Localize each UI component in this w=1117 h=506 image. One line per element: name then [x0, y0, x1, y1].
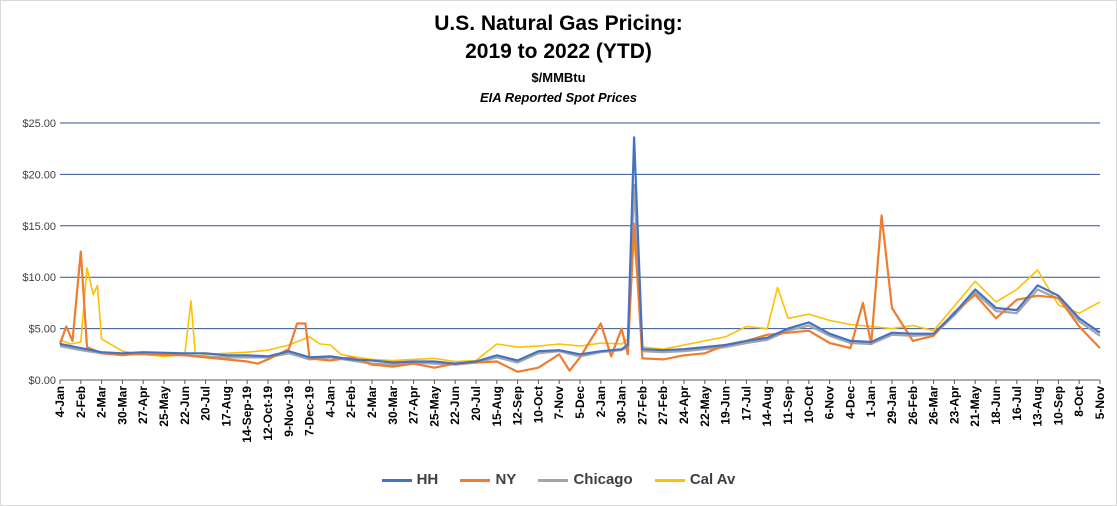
legend: HH NY Chicago Cal Av: [0, 471, 1117, 488]
x-tick-label: 25-May: [157, 386, 171, 427]
x-tick-label: 27-Feb: [656, 386, 670, 425]
x-tick-label: 14-Aug: [760, 386, 774, 427]
x-tick-label: 26-Feb: [906, 386, 920, 425]
legend-item-chicago: Chicago: [538, 471, 633, 488]
y-tick-label: $20.00: [22, 169, 56, 181]
y-tick-label: $25.00: [22, 118, 56, 130]
x-tick-label: 30-Mar: [386, 386, 400, 425]
x-tick-label: 7-Nov: [552, 386, 566, 420]
x-tick-label: 10-Sep: [1051, 386, 1065, 425]
x-tick-label: 12-Oct-19: [261, 386, 275, 441]
x-tick-label: 30-Mar: [115, 386, 129, 425]
x-tick-label: 27-Apr: [407, 386, 421, 424]
x-tick-label: 12-Sep: [511, 386, 525, 425]
x-tick-label: 22-Jun: [448, 386, 462, 425]
x-tick-label: 2-Feb: [344, 386, 358, 418]
x-tick-label: 4-Jan: [53, 386, 67, 417]
legend-swatch-hh: [381, 478, 412, 482]
x-tick-label: 15-Aug: [490, 386, 504, 427]
legend-item-cal-av: Cal Av: [654, 471, 736, 488]
legend-swatch-chicago: [538, 478, 569, 482]
chart-subtitle2: EIA Reported Spot Prices: [480, 90, 637, 105]
series-line-hh: [59, 136, 1101, 365]
x-tick-label: 6-Nov: [823, 386, 837, 420]
x-tick-label: 10-Oct: [531, 386, 545, 423]
x-tick-label: 26-Mar: [927, 386, 941, 425]
legend-swatch-cal-av: [654, 478, 685, 482]
x-tick-label: 9-Nov-19: [282, 386, 296, 437]
series-line-ny: [58, 214, 1101, 373]
legend-label-chicago: Chicago: [573, 471, 633, 488]
x-tick-label: 10-Oct: [802, 386, 816, 423]
chart-title: U.S. Natural Gas Pricing:: [434, 12, 683, 35]
x-tick-label: 2-Jan: [594, 386, 608, 417]
x-tick-label: 14-Sep-19: [240, 386, 254, 443]
x-tick-label: 2-Mar: [365, 386, 379, 418]
x-tick-label: 4-Jan: [323, 386, 337, 417]
series-line-cal-av: [59, 237, 1101, 363]
x-tick-label: 23-Apr: [947, 386, 961, 424]
x-tick-label: 13-Aug: [1031, 386, 1045, 427]
x-tick-label: 17-Aug: [219, 386, 233, 427]
legend-item-hh: HH: [381, 471, 439, 488]
x-tick-label: 25-May: [427, 386, 441, 427]
x-tick-label: 8-Oct: [1072, 386, 1086, 417]
x-tick-label: 18-Jun: [989, 386, 1003, 425]
x-tick-label: 16-Jul: [1010, 386, 1024, 421]
x-tick-label: 24-Apr: [677, 386, 691, 424]
legend-label-ny: NY: [495, 471, 517, 488]
x-tick-label: 20-Jul: [199, 386, 213, 421]
legend-item-ny: NY: [460, 471, 516, 488]
legend-label-hh: HH: [416, 471, 439, 488]
legend-label-cal-av: Cal Av: [689, 471, 736, 488]
x-tick-label: 22-Jun: [178, 386, 192, 425]
x-tick-label: 11-Sep: [781, 386, 795, 425]
y-tick-label: $10.00: [22, 272, 56, 284]
x-tick-label: 27-Apr: [136, 386, 150, 424]
x-tick-label: 5-Dec: [573, 386, 587, 419]
x-tick-label: 27-Feb: [635, 386, 649, 425]
x-tick-label: 7-Dec-19: [303, 386, 317, 436]
y-tick-label: $5.00: [28, 324, 56, 336]
chart-subtitle: $/MMBtu: [531, 70, 586, 85]
x-tick-label: 4-Dec: [843, 386, 857, 419]
y-tick-label: $15.00: [22, 221, 56, 233]
x-tick-label: 30-Jan: [615, 386, 629, 424]
x-tick-label: 21-May: [968, 386, 982, 427]
x-tick-label: 1-Jan: [864, 386, 878, 417]
x-tick-label: 2-Mar: [95, 386, 109, 418]
series-line-chicago: [59, 183, 1101, 366]
x-tick-label: 22-May: [698, 386, 712, 427]
x-tick-label: 17-Jul: [739, 386, 753, 421]
x-tick-label: 20-Jul: [469, 386, 483, 421]
y-tick-label: $0.00: [28, 375, 56, 387]
x-tick-label: 5-Nov: [1093, 386, 1107, 420]
x-tick-label: 19-Jun: [719, 386, 733, 425]
x-tick-label: 2-Feb: [74, 386, 88, 418]
x-tick-label: 29-Jan: [885, 386, 899, 424]
legend-swatch-ny: [460, 478, 491, 482]
chart-title-line2: 2019 to 2022 (YTD): [465, 40, 652, 63]
